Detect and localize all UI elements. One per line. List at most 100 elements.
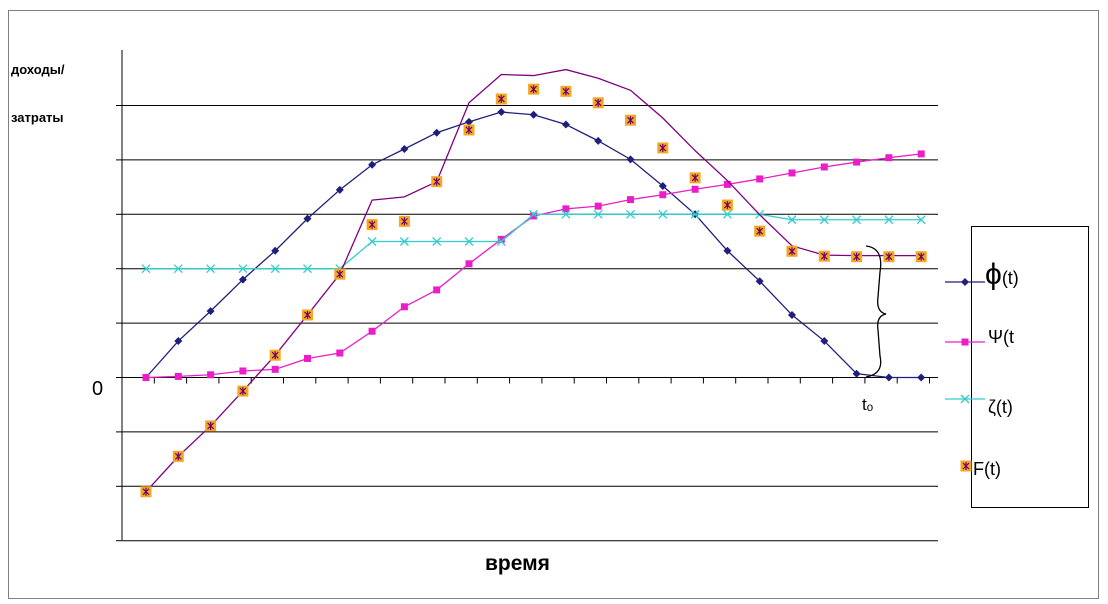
data-point bbox=[368, 327, 376, 335]
data-point bbox=[883, 251, 895, 263]
data-point bbox=[560, 85, 572, 97]
series-line bbox=[145, 111, 922, 379]
marker-stroke bbox=[270, 264, 280, 274]
data-point bbox=[497, 108, 506, 117]
legend-phi-symbol: ϕ bbox=[985, 258, 1002, 291]
data-point bbox=[820, 163, 828, 171]
zero-label: 0 bbox=[92, 378, 104, 400]
data-point bbox=[496, 237, 506, 246]
data-point bbox=[432, 237, 442, 246]
data-point bbox=[465, 117, 473, 126]
data-point bbox=[464, 237, 474, 246]
marker-stroke bbox=[593, 209, 603, 219]
y-axis-label-line1: доходы/ bbox=[11, 62, 65, 77]
data-point bbox=[304, 354, 311, 362]
series-layer bbox=[140, 68, 927, 498]
marker-stroke bbox=[722, 209, 732, 219]
data-point bbox=[659, 191, 667, 199]
data-point bbox=[206, 264, 216, 274]
data-point bbox=[851, 251, 863, 263]
data-point bbox=[756, 175, 764, 183]
data-point bbox=[690, 209, 700, 219]
t0-label: tₒ bbox=[862, 395, 874, 414]
data-point bbox=[433, 286, 441, 294]
data-point bbox=[205, 420, 217, 432]
data-point bbox=[368, 160, 377, 169]
data-point bbox=[819, 215, 829, 225]
marker-stroke bbox=[626, 209, 635, 219]
data-point bbox=[528, 83, 540, 95]
data-point bbox=[366, 219, 378, 231]
series-star-square bbox=[140, 68, 927, 498]
data-point bbox=[270, 264, 280, 274]
marker-stroke bbox=[852, 215, 862, 225]
marker-stroke bbox=[496, 237, 506, 246]
data-point bbox=[658, 209, 668, 219]
data-point bbox=[173, 264, 183, 274]
data-point bbox=[722, 209, 732, 219]
marker-stroke bbox=[173, 264, 183, 274]
data-point bbox=[787, 215, 797, 225]
data-point bbox=[463, 124, 475, 136]
data-point bbox=[141, 264, 151, 274]
data-point bbox=[334, 268, 346, 280]
data-point bbox=[754, 225, 766, 237]
data-point bbox=[529, 110, 538, 119]
data-point bbox=[399, 237, 409, 246]
data-point bbox=[691, 185, 699, 193]
data-point bbox=[786, 245, 798, 257]
legend-label-phi: ϕ(t) bbox=[985, 258, 1019, 292]
data-point bbox=[723, 180, 731, 188]
marker-stroke bbox=[206, 264, 216, 274]
data-point bbox=[142, 374, 150, 381]
series-x bbox=[141, 209, 926, 274]
marker-stroke bbox=[529, 209, 539, 219]
brace-annotation bbox=[865, 245, 887, 378]
series-diamond bbox=[142, 108, 926, 382]
data-point bbox=[626, 155, 635, 164]
data-point bbox=[431, 176, 443, 188]
data-point bbox=[562, 205, 570, 213]
data-point bbox=[367, 237, 377, 246]
marker-stroke bbox=[367, 237, 377, 246]
marker-stroke bbox=[432, 237, 442, 246]
series-line bbox=[146, 213, 922, 270]
marker-stroke bbox=[399, 237, 409, 246]
data-point bbox=[497, 235, 505, 243]
series-square bbox=[142, 150, 925, 381]
data-point bbox=[207, 371, 215, 379]
data-point bbox=[174, 337, 183, 346]
data-point bbox=[788, 169, 796, 177]
data-point bbox=[529, 209, 539, 219]
data-point bbox=[561, 120, 570, 129]
data-point bbox=[400, 303, 408, 311]
data-point bbox=[788, 310, 796, 319]
data-point bbox=[658, 182, 667, 191]
data-point bbox=[592, 97, 604, 109]
data-point bbox=[269, 349, 281, 361]
data-point bbox=[303, 214, 312, 223]
data-point bbox=[917, 373, 926, 382]
data-point bbox=[820, 337, 829, 346]
data-point bbox=[530, 212, 538, 220]
data-point bbox=[561, 209, 571, 219]
data-point bbox=[627, 196, 634, 204]
data-point bbox=[271, 246, 280, 255]
chart-frame bbox=[8, 10, 1099, 599]
data-point bbox=[594, 202, 602, 210]
legend-box bbox=[971, 226, 1089, 508]
data-point bbox=[625, 114, 636, 126]
data-point bbox=[432, 128, 441, 137]
data-point bbox=[884, 215, 894, 225]
x-axis-label: время bbox=[485, 552, 550, 575]
marker-stroke bbox=[303, 264, 312, 274]
data-point bbox=[238, 264, 248, 274]
data-point bbox=[335, 185, 344, 194]
data-point bbox=[336, 349, 344, 357]
gridlines bbox=[122, 105, 938, 542]
data-point bbox=[852, 369, 861, 378]
marker-stroke bbox=[238, 264, 248, 274]
data-point bbox=[594, 136, 603, 145]
data-point bbox=[657, 142, 669, 154]
